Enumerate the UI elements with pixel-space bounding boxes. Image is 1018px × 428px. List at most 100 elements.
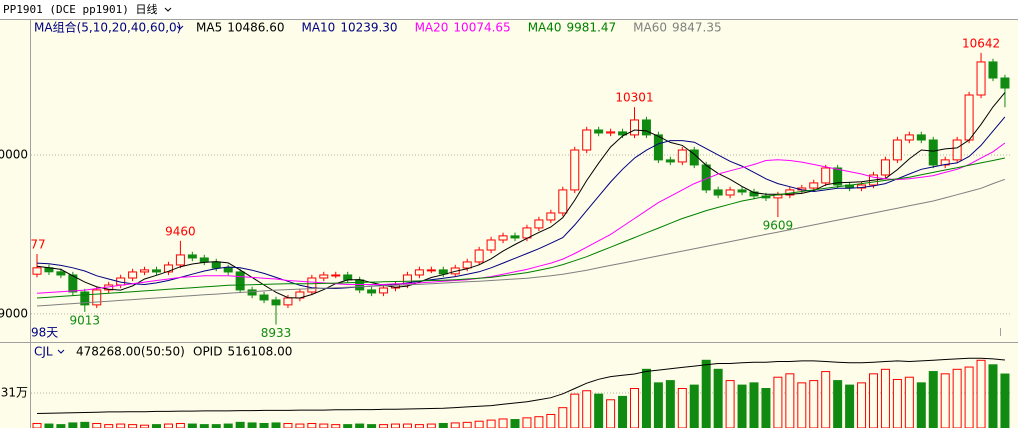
candle-body [964,94,974,141]
volume-bar [235,421,245,428]
volume-bar [56,424,66,428]
candle-body [534,219,544,229]
volume-bar [116,423,126,428]
volume-bar [976,359,986,428]
legend-value: 10486.60 [227,21,284,35]
candle-body [880,159,890,176]
volume-bar [916,382,926,428]
volume-bar [653,382,663,428]
candle-body [677,149,687,163]
volume-bar [128,424,138,428]
candle-body [976,61,986,96]
candle-body [630,119,639,136]
volume-bar [450,422,460,428]
volume-bar [869,373,878,428]
volume-bar [474,420,484,428]
candle-body [498,235,508,241]
volume-bar [247,422,257,428]
volume-bar [809,380,819,428]
volume-bar [402,423,412,428]
volume-bar [606,399,616,428]
volume-bar [880,368,890,428]
volume-bar [701,359,711,428]
volume-bar [534,416,544,428]
candle-body [163,264,173,273]
candle-body [916,134,926,141]
volume-bar [271,422,281,428]
volume-bar [199,424,209,428]
candle-body [486,239,496,251]
volume-bar [558,407,568,428]
ma-line [36,178,1006,307]
candle-body [367,289,377,294]
candle-body [259,294,269,301]
volume-bar [331,424,341,428]
volume-bar [152,424,161,428]
annotation: 10642 [962,36,1000,50]
candle-body [582,129,592,151]
volume-bar [618,395,628,428]
volume-bar [952,368,962,428]
volume-bar [773,376,783,428]
volume-bar [355,423,365,428]
volume-bar [259,422,269,428]
candle-body [988,61,998,79]
candle-body [809,182,819,189]
volume-bar [343,424,353,428]
volume-bar [498,418,508,428]
volume-bar [797,382,807,428]
candle-body [379,287,389,294]
volume-bar [582,390,592,428]
candle-body [80,291,90,306]
volume-bar [187,423,197,428]
volume-name[interactable]: CJL [34,345,53,359]
oi-value: 516108.00 [227,345,292,359]
candle-body [821,167,831,184]
volume-bar [689,384,699,428]
volume-bar [630,388,639,428]
candle-body [426,269,436,272]
legend-value: 9847.35 [672,21,722,35]
volume-bar [486,419,496,428]
annotation: 9013 [70,313,101,327]
candle-body [271,299,281,306]
candle-body [175,254,185,266]
candle-body [558,189,568,214]
candle-body [653,134,663,161]
volume-bar [391,423,400,428]
volume-bar [940,373,950,428]
candle-body [892,139,902,161]
volume-bar [821,371,831,428]
volume-bar [964,366,974,428]
candle-body [641,119,651,136]
legend-name: MA10 [301,21,335,35]
candle-body [32,267,42,275]
volume-bar [426,423,436,428]
legend-name: MA40 [528,21,562,35]
legend-name: MA20 [415,21,449,35]
volume-bar [522,417,532,428]
volume-bar [175,422,185,428]
ma-group[interactable]: MA组合(5,10,20,40,60,0) [34,20,181,35]
legend-value: 10239.30 [340,21,397,35]
volume-bar [785,373,795,428]
candle-body [199,257,209,263]
candle-body [331,274,341,277]
header-bar [0,0,1018,19]
volume-bar [665,380,675,428]
legend-value: 9981.47 [567,21,617,35]
chevron [57,349,65,354]
candle-body [307,277,317,293]
volume-bar [546,413,556,428]
candle-body [438,269,448,275]
candle-body [343,274,353,281]
volume-bar [438,422,448,428]
candle-body [462,261,472,269]
candle-body [510,235,520,239]
volume-bar [833,380,843,428]
volume-bar [32,422,42,428]
candle-body [546,212,556,221]
